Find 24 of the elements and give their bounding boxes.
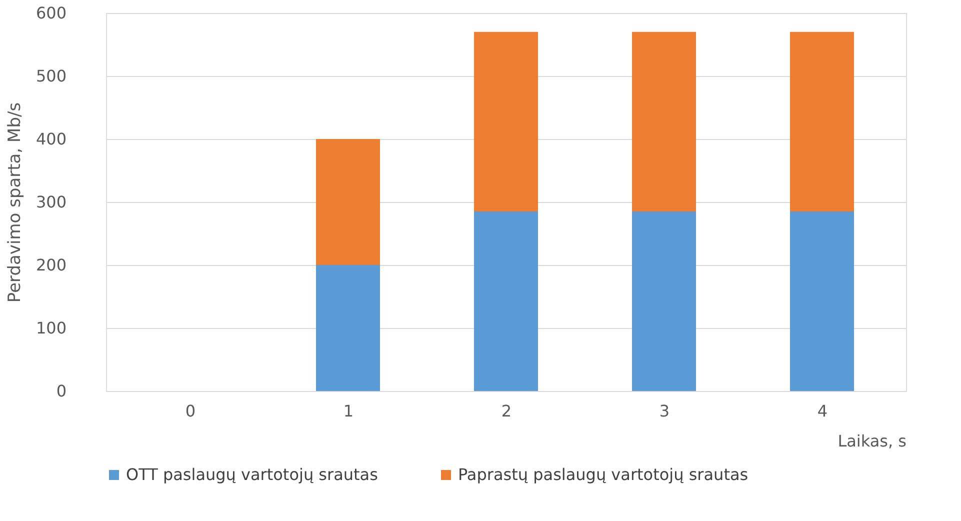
bar	[316, 265, 380, 391]
y-tick-label: 400	[36, 130, 66, 148]
bar	[474, 32, 538, 212]
legend-label: Paprastų paslaugų vartotojų srautas	[458, 465, 748, 484]
bar	[632, 32, 696, 212]
y-tick-label: 300	[36, 192, 66, 212]
y-tick-label: 200	[36, 256, 66, 274]
y-tick-label: 0	[56, 382, 66, 400]
legend-label: OTT paslaugų vartotojų srautas	[126, 465, 378, 484]
bar	[790, 32, 854, 212]
bar	[790, 211, 854, 391]
x-tick-label: 2	[501, 402, 512, 420]
bar	[632, 211, 696, 391]
x-tick-label: 3	[659, 402, 670, 420]
y-tick-label: 100	[36, 318, 66, 338]
y-tick-label: 600	[36, 4, 66, 22]
x-tick-label: 4	[817, 402, 828, 420]
bar	[474, 211, 538, 391]
x-tick-label: 1	[343, 402, 354, 420]
y-tick-label: 500	[36, 66, 66, 86]
x-tick-label: 0	[185, 402, 196, 420]
y-axis-title: Perdavimo sparta, Mb/s	[4, 102, 25, 303]
bar	[316, 139, 380, 265]
x-axis-title: Laikas, s	[838, 432, 906, 450]
